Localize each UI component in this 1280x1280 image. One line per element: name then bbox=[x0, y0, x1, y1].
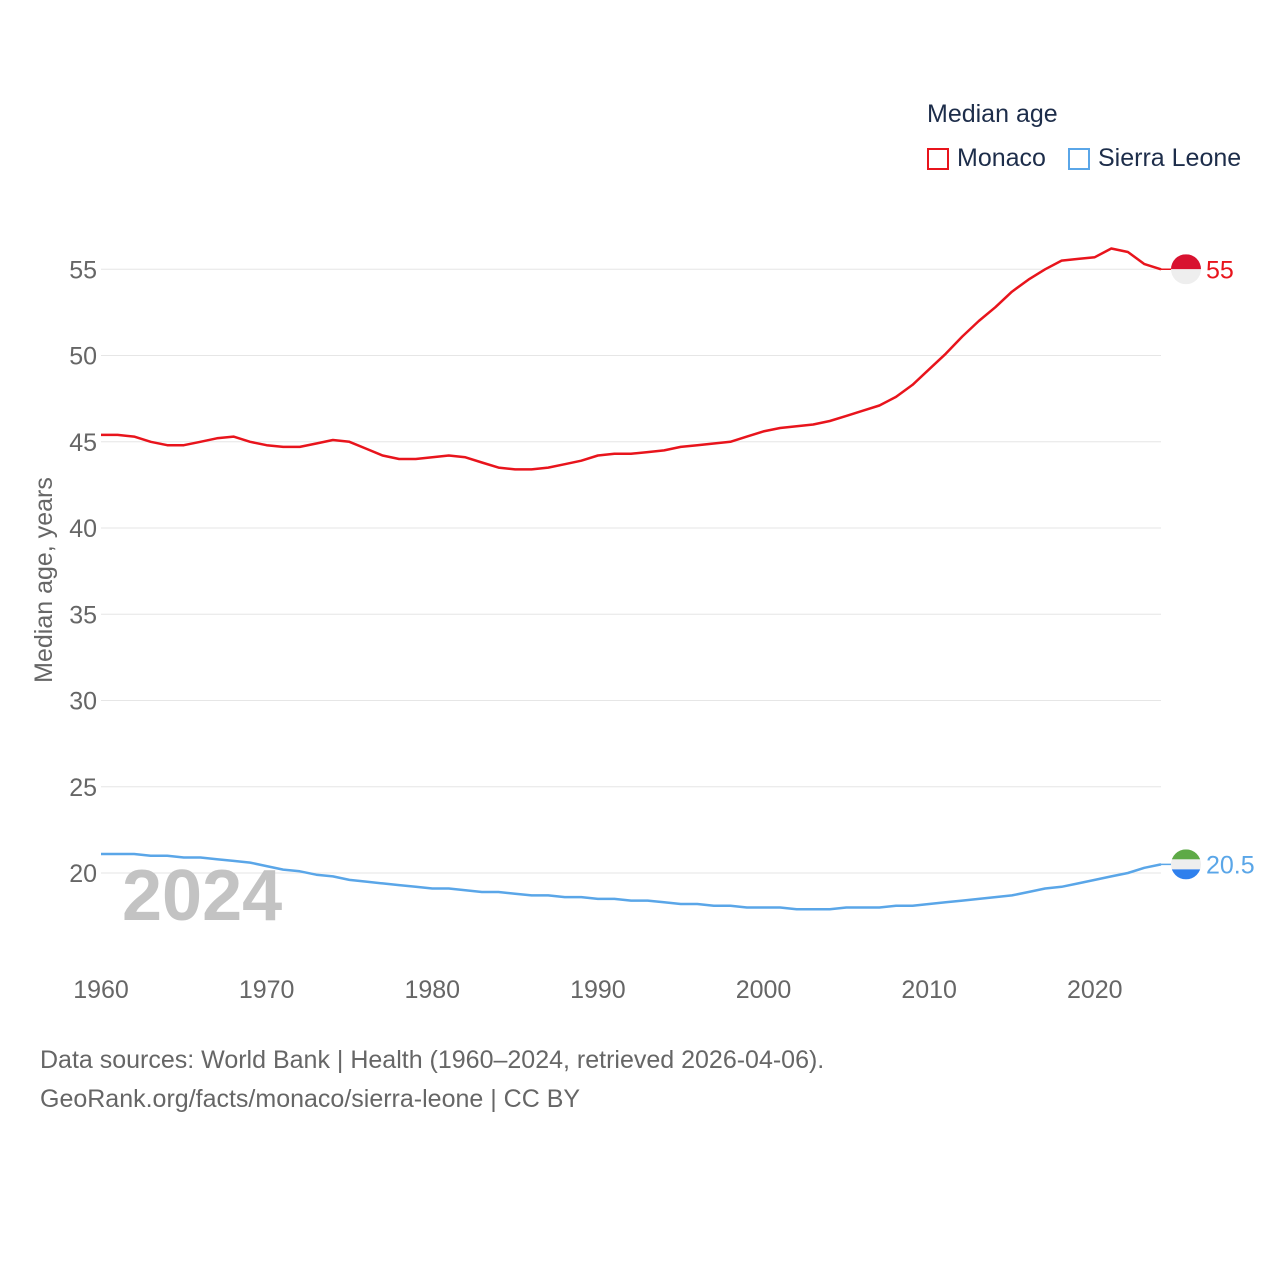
legend-item-monaco[interactable]: Monaco bbox=[927, 144, 1046, 173]
y-axis-ticks: 20 25 30 35 40 45 50 55 bbox=[69, 256, 97, 888]
x-tick-label-1960: 1960 bbox=[73, 976, 129, 1004]
legend-item-sierra-leone[interactable]: Sierra Leone bbox=[1068, 144, 1241, 173]
legend-swatch-monaco bbox=[927, 147, 949, 170]
series-endpoints: 55 20.5 bbox=[1161, 254, 1255, 880]
y-tick-label-50: 50 bbox=[69, 343, 97, 371]
series-lines bbox=[101, 247, 1162, 911]
monaco-flag-icon bbox=[1171, 254, 1201, 285]
y-tick-label-35: 35 bbox=[69, 601, 97, 629]
y-tick-label-20: 20 bbox=[69, 860, 97, 888]
x-axis-ticks: 1960 1970 1980 1990 2000 2010 2020 bbox=[73, 976, 1122, 1004]
series-line-monaco[interactable] bbox=[101, 247, 1162, 471]
x-tick-label-2010: 2010 bbox=[901, 976, 957, 1004]
series-line-sierra-leone[interactable] bbox=[101, 852, 1162, 911]
x-tick-label-2000: 2000 bbox=[736, 976, 792, 1004]
end-value-label-monaco: 55 bbox=[1206, 256, 1234, 284]
year-watermark: 2024 bbox=[122, 856, 282, 936]
x-tick-label-2020: 2020 bbox=[1067, 976, 1123, 1004]
y-tick-label-30: 30 bbox=[69, 688, 97, 716]
x-tick-label-1970: 1970 bbox=[239, 976, 295, 1004]
legend-title: Median age bbox=[927, 100, 1058, 128]
footer-attribution[interactable]: GeoRank.org/facts/monaco/sierra-leone | … bbox=[40, 1085, 581, 1113]
footer-sources: Data sources: World Bank | Health (1960–… bbox=[40, 1046, 825, 1074]
end-value-label-sierra-leone: 20.5 bbox=[1206, 851, 1255, 879]
y-tick-label-40: 40 bbox=[69, 515, 97, 543]
y-axis-label: Median age, years bbox=[30, 477, 58, 683]
x-tick-label-1980: 1980 bbox=[404, 976, 460, 1004]
legend-label-sierra-leone: Sierra Leone bbox=[1098, 144, 1242, 172]
x-tick-label-1990: 1990 bbox=[570, 976, 626, 1004]
legend-label-monaco: Monaco bbox=[957, 144, 1046, 172]
y-tick-label-25: 25 bbox=[69, 774, 97, 802]
grid-lines bbox=[101, 268, 1161, 874]
y-tick-label-45: 45 bbox=[69, 429, 97, 457]
legend-swatch-sierra-leone bbox=[1068, 147, 1090, 170]
sierra-leone-flag-icon bbox=[1171, 849, 1201, 880]
y-tick-label-55: 55 bbox=[69, 256, 97, 284]
